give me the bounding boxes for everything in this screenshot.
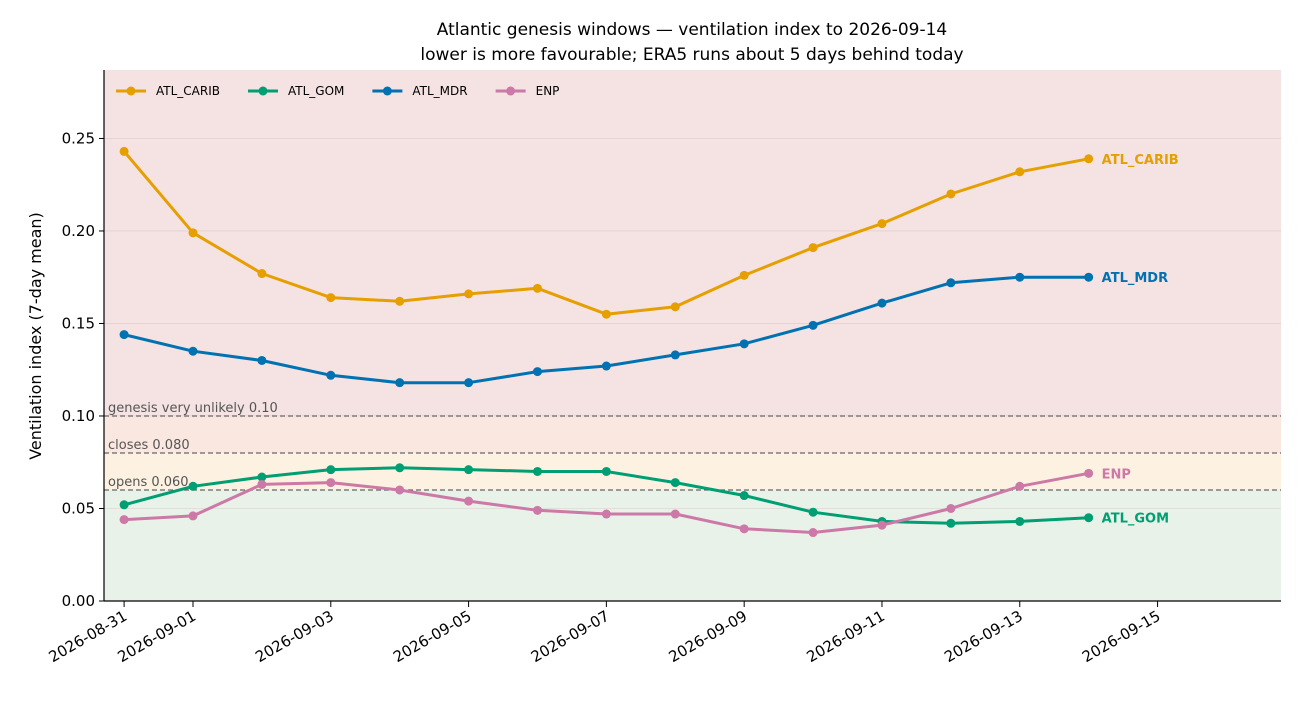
data-point (119, 146, 129, 156)
data-point (1015, 167, 1025, 177)
legend-marker (382, 86, 392, 96)
data-point (670, 350, 680, 360)
data-point (808, 528, 818, 538)
data-point (1084, 272, 1094, 282)
data-point (119, 330, 129, 340)
data-point (464, 465, 474, 475)
data-point (1015, 516, 1025, 526)
threshold-lines: genesis very unlikely 0.10 closes 0.080 op… (104, 401, 1281, 491)
data-point (326, 478, 336, 488)
data-point (1084, 513, 1094, 523)
data-point (395, 296, 405, 306)
band-3 (104, 70, 1281, 416)
data-point (1015, 272, 1025, 282)
end-label-ATL_GOM: ATL_GOM (1102, 512, 1169, 527)
band-0 (104, 489, 1281, 601)
data-point (808, 243, 818, 253)
data-point (601, 309, 611, 319)
legend-label: ATL_MDR (412, 84, 467, 98)
data-point (257, 472, 267, 482)
data-point (739, 270, 749, 280)
data-point (670, 478, 680, 488)
data-point (188, 511, 198, 521)
x-tick-label: 2026-09-15 (1079, 607, 1164, 666)
data-point (257, 479, 267, 489)
data-point (877, 520, 887, 530)
data-point (601, 361, 611, 371)
x-tick-label: 2026-09-11 (803, 607, 888, 666)
y-axis-label: Ventilation index (7-day mean) (26, 212, 45, 460)
data-point (532, 283, 542, 293)
data-point (739, 524, 749, 534)
data-point (946, 503, 956, 513)
data-point (601, 509, 611, 519)
data-point (326, 370, 336, 380)
end-label-ATL_MDR: ATL_MDR (1102, 271, 1168, 286)
y-tick-label: 0.25 (62, 129, 95, 147)
x-tick-label: 2026-09-07 (528, 607, 613, 666)
legend-marker (126, 86, 136, 96)
data-point (1084, 468, 1094, 478)
data-point (326, 293, 336, 303)
x-tick-label: 2026-09-09 (666, 607, 751, 666)
data-point (739, 491, 749, 501)
data-point (946, 518, 956, 528)
x-tick-label: 2026-09-01 (114, 607, 199, 666)
data-point (257, 355, 267, 365)
threshold-label: genesis very unlikely 0.10 (108, 401, 278, 416)
data-point (670, 302, 680, 312)
data-point (808, 507, 818, 517)
legend-label: ATL_CARIB (156, 84, 220, 98)
threshold-label: opens 0.060 (108, 475, 189, 490)
data-point (464, 378, 474, 388)
data-point (946, 189, 956, 199)
data-point (532, 367, 542, 377)
y-tick-label: 0.10 (62, 407, 95, 425)
band-2 (104, 415, 1281, 453)
data-point (532, 505, 542, 515)
end-label-ATL_CARIB: ATL_CARIB (1102, 153, 1179, 168)
data-point (395, 378, 405, 388)
data-point (1084, 154, 1094, 164)
y-tick-label: 0.20 (62, 222, 95, 240)
data-point (188, 346, 198, 356)
data-point (395, 485, 405, 495)
data-point (877, 298, 887, 308)
data-point (946, 278, 956, 288)
legend: ATL_CARIB ATL_GOM ATL_MDR ENP (116, 84, 559, 98)
x-tick-label: 2026-09-05 (390, 607, 475, 666)
threshold-label: closes 0.080 (108, 438, 190, 453)
x-tick-label: 2026-09-03 (252, 607, 337, 666)
data-point (326, 465, 336, 475)
data-point (257, 269, 267, 279)
legend-label: ENP (536, 84, 560, 98)
data-point (877, 219, 887, 229)
y-tick-label: 0.15 (62, 314, 95, 332)
data-point (188, 228, 198, 238)
data-point (119, 515, 129, 525)
chart-title: Atlantic genesis windows — ventilation i… (437, 20, 948, 40)
x-tick-label: 2026-09-13 (941, 607, 1026, 666)
legend-label: ATL_GOM (288, 84, 344, 98)
end-label-ENP: ENP (1102, 467, 1131, 482)
legend-marker (506, 86, 516, 96)
data-point (395, 463, 405, 473)
data-point (119, 500, 129, 510)
chart-subtitle: lower is more favourable; ERA5 runs abou… (420, 45, 963, 65)
data-point (739, 339, 749, 349)
data-point (1015, 481, 1025, 491)
data-point (464, 496, 474, 506)
data-point (188, 481, 198, 491)
data-point (464, 289, 474, 299)
data-point (670, 509, 680, 519)
data-point (808, 320, 818, 330)
legend-marker (258, 86, 268, 96)
data-point (601, 466, 611, 476)
y-tick-label: 0.05 (62, 499, 95, 517)
data-point (532, 466, 542, 476)
y-tick-label: 0.00 (62, 592, 95, 610)
series-lines: ATL_CARIB ATL_GOM ATL_MDR ENP (119, 146, 1179, 538)
